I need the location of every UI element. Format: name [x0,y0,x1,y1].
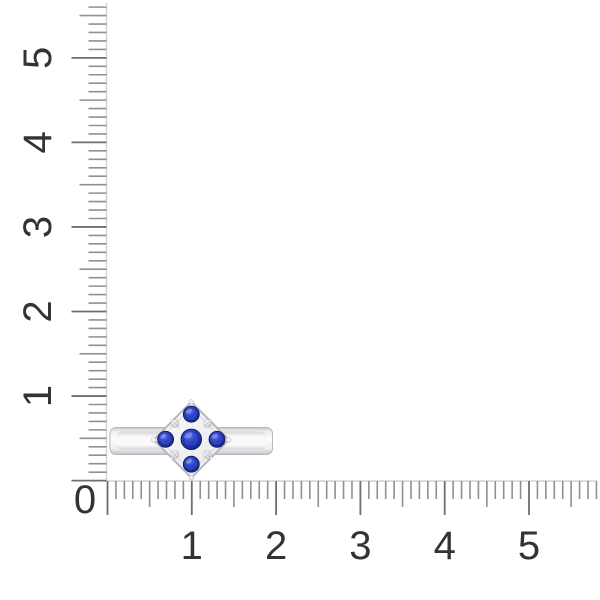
horizontal-ruler-label: 4 [434,524,456,568]
sapphire-facet-ring [185,433,198,446]
sapphire-facet-ring [186,459,197,469]
sapphire-facet-ring [160,434,171,445]
sapphire-facet-ring [186,409,197,419]
vertical-ruler: 1 2 3 4 5 [16,2,108,482]
sapphire-highlight [160,433,167,439]
sapphire-stone [182,455,200,473]
prong-bottom [188,475,194,481]
vertical-ruler-label: 3 [16,216,60,238]
horizontal-ruler-label: 5 [518,524,540,568]
band-left-face [116,431,167,450]
diamond-facet-lines [172,420,178,427]
prong-left [151,437,157,443]
sapphire-stone [180,428,203,451]
horizontal-ruler-label: 3 [349,524,371,568]
vertical-ruler-label: 2 [16,300,60,322]
sapphire-highlight [185,458,192,464]
sapphire-highlight [211,433,218,439]
origin-label: 0 [74,478,96,522]
horizontal-ruler-label: 1 [181,524,203,568]
horizontal-ruler-label: 2 [265,524,287,568]
vertical-ruler-label: 4 [16,131,60,153]
sapphire-facet-ring [212,434,222,445]
sapphire-highlight [184,432,193,439]
horizontal-ruler: 1 2 3 4 5 0 [74,478,598,568]
sapphire-stone [208,430,226,448]
prong-right [226,437,232,443]
prong-top [188,399,194,405]
sapphire-stone [157,430,175,448]
diamond-facet-lines [172,451,178,458]
band-right-face [216,431,266,450]
sapphire-highlight [185,408,192,414]
diamond-accents [170,418,213,460]
sapphire-stone [182,405,200,423]
ring-image [109,399,273,481]
vertical-ruler-label: 1 [16,385,60,407]
head-corner-prongs [151,399,232,481]
vertical-ruler-label: 5 [16,47,60,69]
diamond-facet-lines [204,420,211,427]
diamond-facet-lines [204,451,211,458]
sapphire-stones [157,405,226,473]
